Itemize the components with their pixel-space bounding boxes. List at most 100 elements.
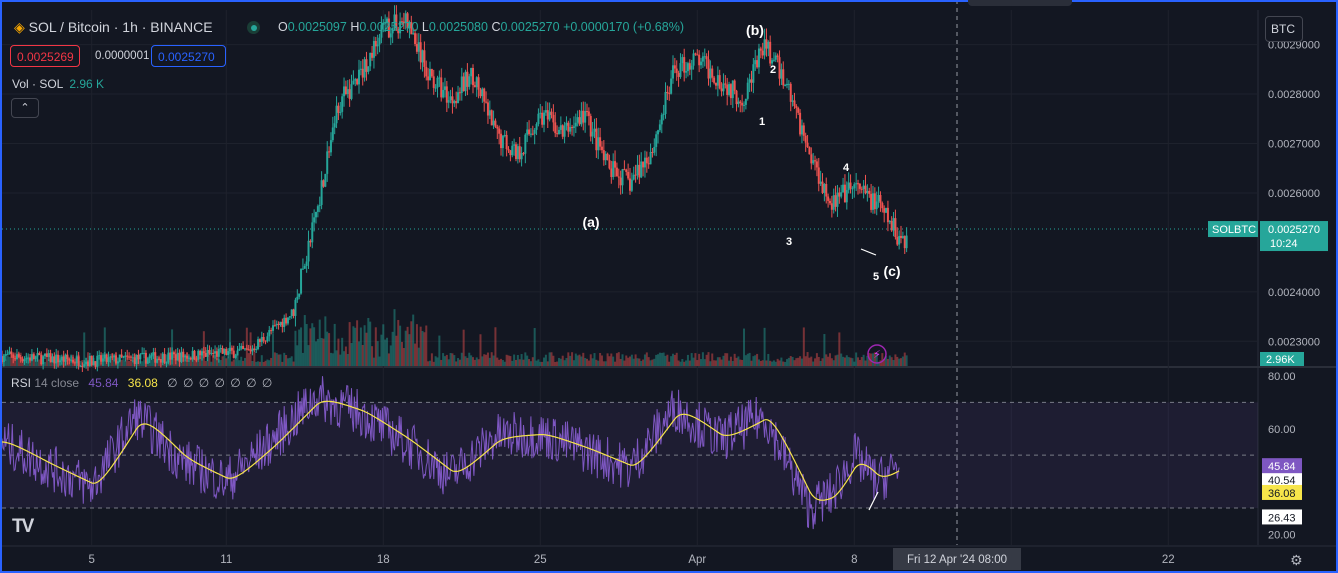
volume-bar: [739, 359, 742, 366]
volume-bar: [475, 357, 478, 366]
sell-button[interactable]: 0.0025269: [10, 45, 80, 67]
volume-legend[interactable]: Vol · SOL 2.96 K: [12, 77, 104, 91]
volume-bar: [875, 353, 878, 366]
candle-body: [825, 183, 828, 197]
volume-bar: [903, 352, 906, 366]
candle-body: [769, 41, 772, 64]
volume-bar: [19, 352, 22, 366]
volume-bar: [171, 329, 174, 366]
candle-body: [752, 64, 755, 83]
volume-bar: [614, 361, 617, 366]
volume-bar: [763, 327, 766, 366]
volume-bar: [156, 361, 159, 366]
candle-body: [341, 96, 344, 112]
volume-bar: [608, 356, 611, 366]
candle-body: [750, 79, 753, 83]
candle-body: [393, 14, 396, 28]
candle-body: [400, 21, 403, 23]
candle-body: [533, 129, 536, 134]
candle-body: [15, 354, 18, 360]
candle-body: [548, 111, 551, 120]
candle-body: [425, 66, 428, 77]
candle-body: [905, 235, 908, 249]
time-tick: 11: [220, 554, 232, 566]
volume-bar: [629, 356, 631, 366]
buy-button[interactable]: 0.0025270: [151, 45, 226, 67]
tradingview-logo[interactable]: TV: [12, 516, 34, 537]
candle-body: [894, 218, 897, 238]
candle-body: [410, 21, 413, 35]
candle-body: [357, 69, 360, 85]
rsi-legend[interactable]: RSI 14 close 45.84 36.08 ∅ ∅ ∅ ∅ ∅ ∅ ∅: [11, 376, 273, 390]
candle-body: [83, 364, 86, 367]
volume-bar: [374, 327, 377, 366]
candle-body: [638, 164, 641, 178]
volume-bar: [382, 324, 385, 366]
candle-body: [784, 85, 787, 87]
volume-label: Vol · SOL: [12, 77, 64, 91]
volume-bar: [543, 357, 546, 366]
volume-bar: [344, 346, 347, 366]
candle-body: [757, 48, 760, 68]
candle-body: [384, 22, 387, 24]
time-tick: Apr: [688, 554, 706, 566]
volume-bar: [212, 355, 215, 366]
candle-body: [481, 88, 484, 97]
candle-body: [272, 325, 275, 331]
volume-bar: [92, 357, 95, 366]
volume-bar: [578, 354, 581, 366]
volume-bar: [184, 354, 187, 366]
candle-body: [174, 354, 177, 361]
symbol-title[interactable]: ◈ SOL / Bitcoin · 1h · BINANCE: [14, 19, 213, 36]
candle-body: [126, 355, 129, 357]
candle-body: [404, 13, 407, 24]
volume-bar: [143, 359, 146, 366]
candle-body: [815, 161, 818, 168]
candle-body: [115, 355, 118, 364]
candle-body: [343, 86, 346, 97]
wave-label-a: (a): [582, 214, 599, 230]
volume-bar: [625, 355, 628, 366]
volume-bar: [642, 359, 645, 366]
candle-body: [402, 21, 405, 24]
volume-bar: [737, 356, 740, 366]
volume-bar: [169, 355, 172, 366]
volume-bar: [438, 335, 441, 366]
volume-bar: [221, 356, 224, 366]
volume-bar: [423, 332, 426, 366]
candle-body: [25, 357, 28, 360]
close-value: 0.0025270: [500, 20, 560, 34]
volume-bar: [326, 331, 329, 366]
volume-bar: [600, 355, 603, 366]
collapse-legend-button[interactable]: ⌃: [11, 98, 39, 118]
volume-bar: [163, 355, 166, 366]
settings-gear-icon[interactable]: ⚙: [1290, 552, 1303, 568]
volume-bar: [68, 356, 71, 366]
high-label: H: [350, 20, 360, 34]
candle-body: [834, 195, 837, 207]
candle-body: [219, 348, 222, 350]
candle-body: [535, 124, 538, 130]
candle-body: [292, 309, 295, 316]
candle-body: [68, 359, 71, 361]
candle-body: [283, 317, 286, 328]
volume-bar: [533, 328, 536, 366]
candle-body: [75, 356, 78, 364]
candle-body: [47, 353, 50, 357]
candle-body: [698, 54, 701, 66]
currency-button[interactable]: BTC: [1265, 16, 1303, 42]
candle-body: [60, 356, 63, 361]
volume-bar: [744, 355, 747, 366]
volume-bar: [860, 357, 863, 366]
candle-body: [713, 77, 716, 83]
candle-body: [86, 361, 89, 367]
volume-bar: [408, 334, 411, 366]
candle-body: [524, 134, 527, 154]
rsi-tick: 80.00: [1268, 371, 1296, 383]
volume-bar: [857, 357, 860, 366]
volume-bar: [657, 354, 660, 366]
close-label: C: [491, 20, 501, 34]
rsi-tick-bg: [1262, 472, 1302, 488]
candle-body: [486, 102, 489, 116]
